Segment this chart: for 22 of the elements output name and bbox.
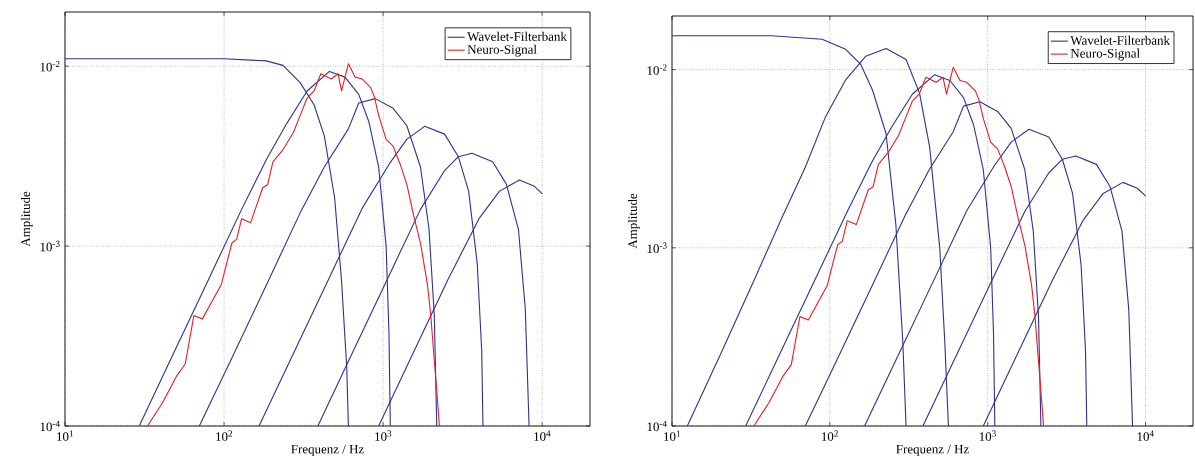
x-tick-label: 10$^{1}$ <box>57 430 73 441</box>
y-tick-label: 10$^{-3}$ <box>647 242 667 254</box>
y-tick-label: 10$^{-4}$ <box>40 420 60 432</box>
legend-label: Neuro-Signal <box>467 44 537 57</box>
y-tick-label: 10$^{-3}$ <box>40 240 60 252</box>
y-axis-title: Amplitude <box>20 191 33 247</box>
x-tick-label: 10$^{3}$ <box>375 430 392 441</box>
y-tick-label: 10$^{-2}$ <box>647 64 667 75</box>
x-tick-label: 10$^{2}$ <box>821 430 838 441</box>
x-tick-label: 10$^{2}$ <box>216 430 233 441</box>
legend-label: Neuro-Signal <box>1070 48 1140 61</box>
x-tick-label: 10$^{3}$ <box>979 430 996 441</box>
legend-label: Wavelet-Filterbank <box>467 31 567 42</box>
y-tick-label: 10$^{-4}$ <box>647 420 667 432</box>
y-axis-title: Amplitude <box>627 193 640 249</box>
x-tick-label: 10$^{1}$ <box>664 430 680 441</box>
legend-label: Wavelet-Filterbank <box>1070 35 1171 45</box>
x-tick-label: 10$^{4}$ <box>534 430 551 441</box>
x-axis-title: Frequenz / Hz <box>896 444 969 457</box>
y-tick-label: 10$^{-2}$ <box>40 60 60 72</box>
x-axis-title: Frequenz / Hz <box>291 444 364 457</box>
x-tick-label: 10$^{4}$ <box>1137 430 1154 441</box>
